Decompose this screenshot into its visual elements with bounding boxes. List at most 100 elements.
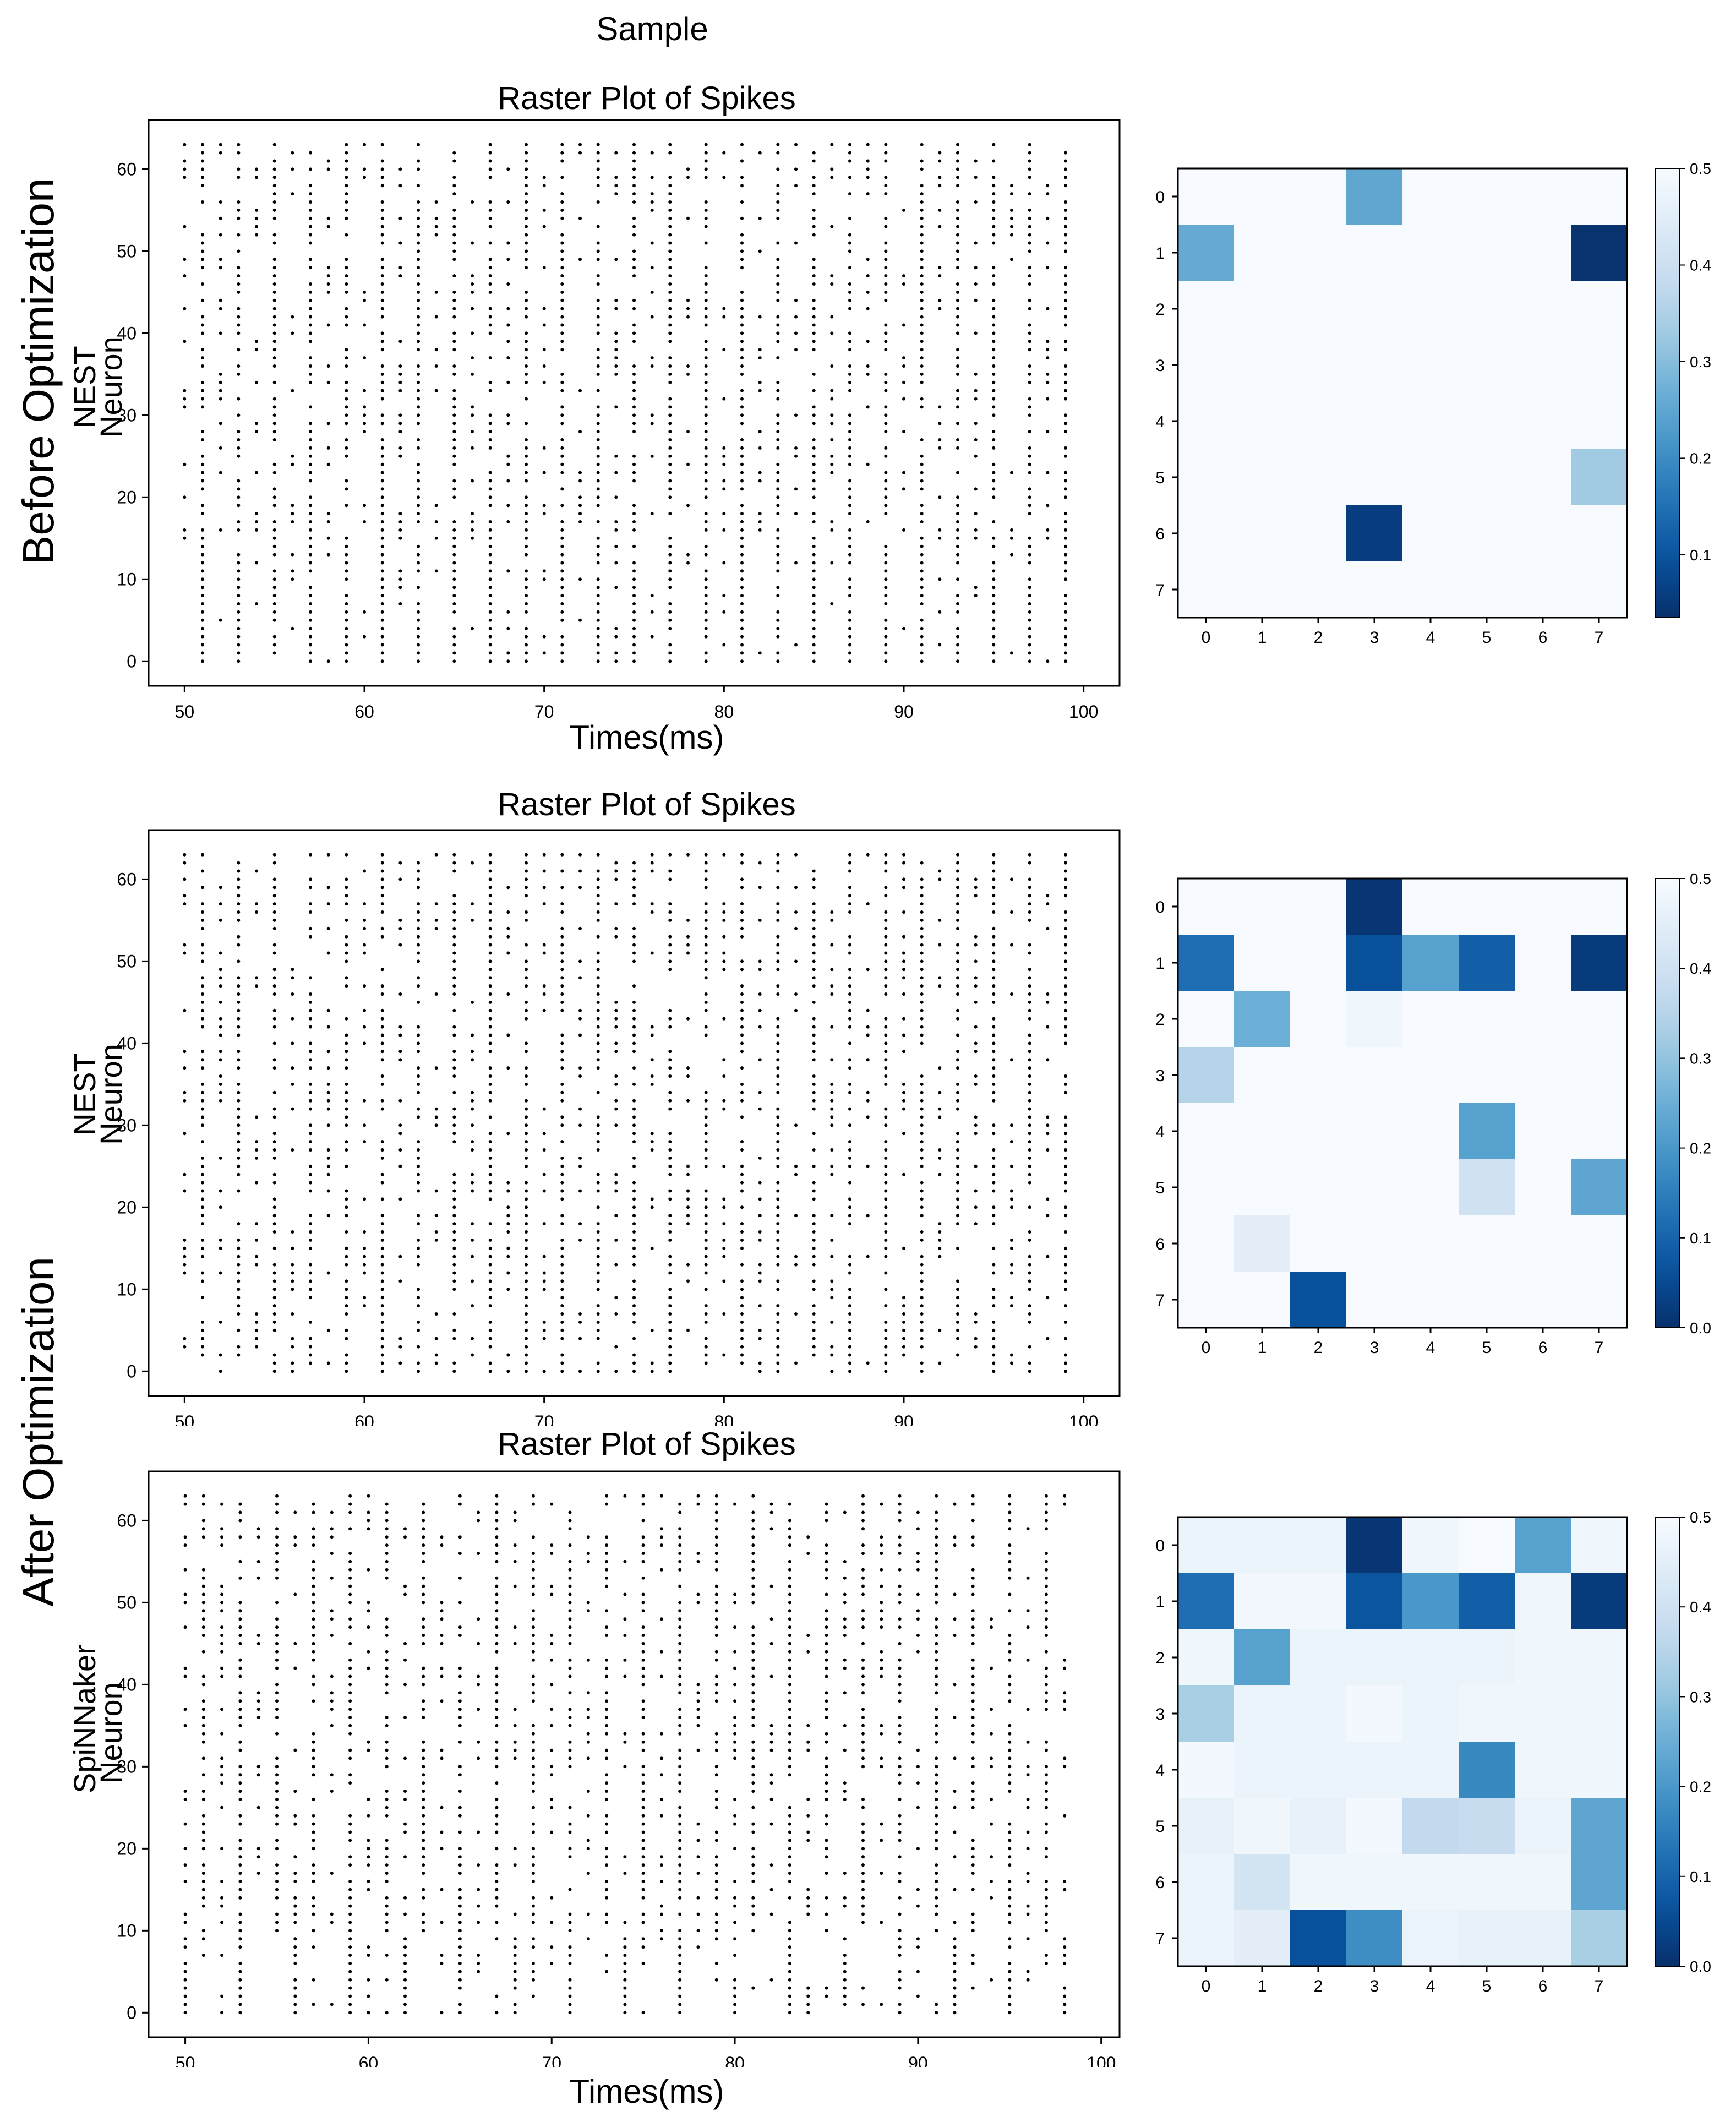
spike-dot xyxy=(312,1658,315,1662)
spike-dot xyxy=(1028,1107,1031,1111)
spike-dot xyxy=(812,959,816,963)
spike-dot xyxy=(769,1723,773,1727)
spike-dot xyxy=(902,1312,905,1316)
spike-dot xyxy=(255,1328,258,1332)
spike-dot xyxy=(740,1279,744,1283)
spike-dot xyxy=(488,479,492,483)
spike-dot xyxy=(380,487,384,491)
spike-dot xyxy=(560,992,564,996)
spike-dot xyxy=(560,143,564,146)
spike-dot xyxy=(605,1674,609,1678)
spike-dot xyxy=(812,886,816,890)
spike-dot xyxy=(345,1058,348,1062)
y-tick-label: 2 xyxy=(1155,301,1165,319)
spike-dot xyxy=(452,1337,456,1340)
spike-dot xyxy=(385,1765,389,1769)
spike-dot xyxy=(992,1164,996,1168)
spike-dot xyxy=(385,1576,389,1580)
spike-dot xyxy=(974,935,978,939)
spike-dot xyxy=(495,1674,499,1678)
spike-dot xyxy=(1064,1353,1067,1357)
spike-dot xyxy=(992,1000,996,1004)
spike-dot xyxy=(345,577,348,581)
heatmap-cell xyxy=(1234,1272,1291,1328)
spike-dot xyxy=(183,167,187,171)
spike-dot xyxy=(560,886,564,890)
spike-dot xyxy=(272,323,276,327)
spike-dot xyxy=(417,1181,420,1185)
spike-dot xyxy=(560,323,564,327)
colorbar-tick-label: 0.0 xyxy=(1690,1319,1711,1337)
spike-dot xyxy=(974,959,978,963)
spike-dot xyxy=(632,1017,636,1021)
spike-dot xyxy=(920,274,924,278)
spike-dot xyxy=(458,1740,462,1744)
heatmap-cell xyxy=(1234,1103,1291,1160)
spike-dot xyxy=(201,184,204,188)
spike-dot xyxy=(525,1156,528,1160)
spike-dot xyxy=(422,1527,425,1531)
spike-dot xyxy=(614,1296,618,1300)
spike-dot xyxy=(920,479,924,483)
spike-dot xyxy=(596,225,600,228)
spike-dot xyxy=(920,167,924,171)
spike-dot xyxy=(992,495,996,499)
spike-dot xyxy=(578,853,582,857)
spike-dot xyxy=(434,902,438,906)
spike-dot xyxy=(596,869,600,873)
spike-dot xyxy=(956,902,959,906)
spike-dot xyxy=(714,1494,718,1498)
spike-dot xyxy=(704,290,708,294)
spike-dot xyxy=(578,1008,582,1012)
spike-dot xyxy=(345,1205,348,1209)
spike-dot xyxy=(477,1519,481,1523)
spike-dot xyxy=(884,1222,888,1226)
spike-dot xyxy=(884,184,888,188)
spike-dot xyxy=(312,1732,315,1736)
spike-dot xyxy=(542,380,546,384)
spike-dot xyxy=(506,307,510,310)
spike-dot xyxy=(902,356,905,360)
spike-dot xyxy=(902,959,905,963)
spike-dot xyxy=(506,910,510,914)
spike-dot xyxy=(1028,1205,1031,1209)
spike-dot xyxy=(488,886,492,890)
spike-dot xyxy=(704,910,708,914)
spike-dot xyxy=(531,1691,535,1695)
heatmap-cell xyxy=(1178,281,1235,337)
spike-dot xyxy=(678,1790,682,1793)
spike-dot xyxy=(330,1634,334,1637)
spike-dot xyxy=(956,651,959,655)
spike-dot xyxy=(403,1797,407,1801)
spike-dot xyxy=(794,167,798,171)
spike-dot xyxy=(309,1214,312,1218)
spike-dot xyxy=(367,1994,370,1998)
spike-dot xyxy=(596,1361,600,1365)
spike-dot xyxy=(495,1592,499,1596)
spike-dot xyxy=(345,380,348,384)
spike-dot xyxy=(385,1666,389,1670)
spike-dot xyxy=(704,438,708,441)
spike-dot xyxy=(920,918,924,922)
spike-dot xyxy=(668,1025,672,1029)
spike-dot xyxy=(596,1222,600,1226)
spike-dot xyxy=(458,2003,462,2006)
spike-dot xyxy=(560,1181,564,1185)
spike-dot xyxy=(758,249,762,253)
spike-dot xyxy=(956,1090,959,1094)
spike-dot xyxy=(704,544,708,548)
spike-dot xyxy=(704,1008,708,1012)
spike-dot xyxy=(542,651,546,655)
spike-dot xyxy=(668,356,672,360)
spike-dot xyxy=(220,1781,224,1785)
spike-dot xyxy=(866,1033,870,1037)
spike-dot xyxy=(452,861,456,865)
spike-dot xyxy=(992,968,996,972)
spike-dot xyxy=(237,869,241,873)
spike-dot xyxy=(542,176,546,179)
spike-dot xyxy=(560,902,564,906)
spike-dot xyxy=(794,512,798,516)
spike-dot xyxy=(330,1535,334,1539)
spike-dot xyxy=(884,1017,888,1021)
spike-dot xyxy=(668,1254,672,1258)
